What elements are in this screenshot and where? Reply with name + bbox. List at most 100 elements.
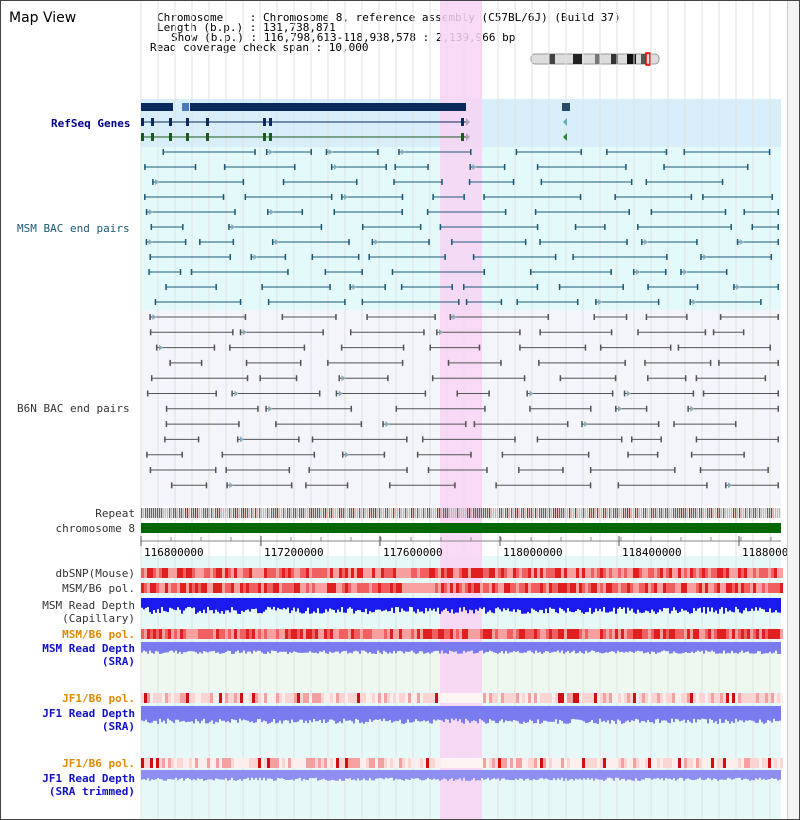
- track-label-msm-depth-capillary[interactable]: MSM Read Depth: [42, 599, 135, 612]
- heatmap-cell: [324, 629, 327, 639]
- b6n-bac-pair-end: [275, 421, 277, 428]
- track-label-repeat[interactable]: Repeat: [95, 507, 135, 520]
- heatmap-cell: [513, 583, 516, 593]
- depth-bar: [239, 598, 241, 614]
- b6n-bac-pair-end: [221, 451, 224, 458]
- track-label-b6n-bac[interactable]: B6N BAC end pairs: [17, 402, 130, 415]
- heatmap-cell: [399, 758, 402, 768]
- depth-bar: [677, 598, 679, 613]
- heatmap-cell: [594, 568, 597, 578]
- depth-bar: [501, 770, 503, 779]
- depth-bar: [169, 642, 171, 651]
- depth-bar: [229, 770, 231, 780]
- heatmap-cell: [516, 583, 519, 593]
- msm-bac-pair-end: [368, 254, 370, 260]
- depth-bar: [341, 642, 343, 652]
- depth-bar: [583, 770, 585, 779]
- msm-bac-pair-end: [696, 239, 698, 245]
- heatmap-cell: [249, 583, 252, 593]
- repeat-mark: [617, 508, 619, 518]
- track-label-jf1-depth-trimmed[interactable]: JF1 Read Depth: [42, 772, 135, 785]
- depth-bar: [537, 642, 539, 653]
- heatmap-cell: [684, 583, 687, 593]
- heatmap-cell: [600, 583, 603, 593]
- heatmap-cell: [192, 693, 195, 703]
- b6n-bac-pair-end: [611, 390, 614, 397]
- heatmap-cell: [600, 758, 603, 768]
- heatmap-cell: [258, 693, 261, 703]
- depth-bar: [271, 706, 273, 722]
- depth-bar: [213, 706, 215, 724]
- track-label-jf1-b6-pol[interactable]: JF1/B6 pol.: [62, 692, 135, 705]
- heatmap-cell: [729, 568, 732, 578]
- depth-bar: [343, 706, 345, 719]
- track-label-refseq[interactable]: RefSeq Genes: [51, 117, 131, 130]
- repeat-mark: [739, 508, 741, 518]
- heatmap-cell: [378, 629, 381, 639]
- heatmap-cell: [312, 568, 315, 578]
- heatmap-cell: [390, 629, 393, 639]
- heatmap-cell: [612, 583, 615, 593]
- heatmap-cell: [246, 693, 249, 703]
- heatmap-cell: [336, 693, 339, 703]
- depth-bar: [407, 642, 409, 652]
- heatmap-cell: [159, 693, 162, 703]
- heatmap-cell: [477, 583, 480, 593]
- heatmap-cell: [675, 568, 678, 578]
- heatmap-cell: [660, 629, 663, 639]
- depth-bar: [219, 642, 221, 654]
- depth-bar: [575, 706, 577, 720]
- heatmap-cell: [447, 583, 450, 593]
- b6n-bac-pair-end: [465, 421, 467, 428]
- b6n-bac-pair-end: [169, 359, 171, 366]
- depth-bar: [247, 706, 249, 721]
- depth-bar: [459, 598, 461, 608]
- depth-bar: [329, 706, 331, 720]
- heatmap-cell: [429, 758, 432, 768]
- depth-bar: [533, 598, 535, 610]
- track-label-msm-bac[interactable]: MSM BAC end pairs: [17, 222, 130, 235]
- depth-bar: [565, 770, 567, 779]
- heatmap-cell: [585, 629, 588, 639]
- track-label-jf1-b6-pol-2[interactable]: JF1/B6 pol.: [62, 757, 135, 770]
- depth-bar: [237, 706, 239, 723]
- heatmap-cell: [462, 758, 465, 768]
- heatmap-cell: [258, 629, 261, 639]
- depth-bar: [461, 706, 463, 723]
- track-label-msm-b6-pol-2[interactable]: MSM/B6 pol.: [62, 628, 135, 641]
- track-label-dbsnp[interactable]: dbSNP(Mouse): [55, 567, 135, 580]
- depth-bar: [335, 642, 337, 652]
- heatmap-cell: [705, 693, 708, 703]
- chromosome-ideogram[interactable]: [529, 52, 663, 66]
- track-label-chromosome[interactable]: chromosome 8: [55, 522, 135, 535]
- heatmap-cell: [564, 758, 567, 768]
- msm-bac-pair-end: [512, 179, 515, 185]
- track-label-jf1-depth-sra[interactable]: JF1 Read Depth: [42, 707, 135, 720]
- depth-bar: [589, 706, 591, 722]
- heatmap-cell: [561, 568, 564, 578]
- b6n-bac-pair-end: [214, 467, 217, 473]
- depth-bar: [669, 770, 671, 779]
- depth-bar: [647, 598, 649, 612]
- depth-bar: [737, 642, 739, 654]
- heatmap-cell: [567, 583, 570, 593]
- track-label-msm-depth-sra[interactable]: MSM Read Depth: [42, 642, 135, 655]
- msm-bac-pair-end: [398, 149, 400, 155]
- heatmap-cell: [780, 758, 783, 768]
- depth-bar: [203, 770, 205, 781]
- heatmap-cell: [354, 758, 357, 768]
- depth-bar: [269, 706, 271, 724]
- depth-bar: [279, 706, 281, 721]
- b6n-bac-pair-end: [777, 390, 779, 397]
- track-label-msm-b6-pol[interactable]: MSM/B6 pol.: [62, 582, 135, 595]
- heatmap-cell: [363, 629, 366, 639]
- scroll-strip[interactable]: [787, 1, 799, 819]
- heatmap-cell: [165, 583, 168, 593]
- heatmap-cell: [279, 629, 282, 639]
- heatmap-cell: [537, 693, 540, 703]
- heatmap-cell: [444, 629, 447, 639]
- heatmap-cell: [762, 629, 765, 639]
- depth-bar: [713, 706, 715, 723]
- heatmap-cell: [390, 568, 393, 578]
